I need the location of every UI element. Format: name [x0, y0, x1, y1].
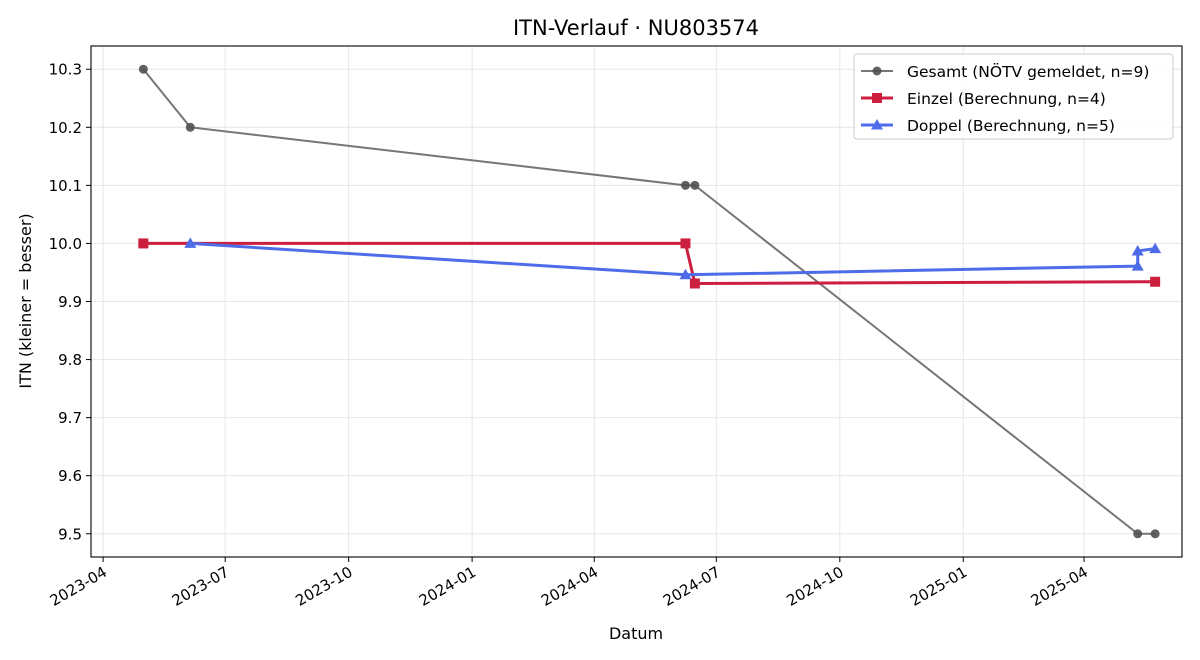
data-point-doppel	[679, 268, 692, 280]
y-tick-label: 9.6	[58, 467, 82, 485]
y-tick-label: 9.9	[58, 293, 82, 311]
legend-label-gesamt: Gesamt (NÖTV gemeldet, n=9)	[907, 62, 1149, 81]
data-point-einzel	[1150, 276, 1161, 287]
legend-box	[853, 53, 1174, 140]
data-point-gesamt	[138, 64, 148, 74]
legend-label-doppel: Doppel (Berechnung, n=5)	[907, 117, 1115, 135]
legend-label-einzel: Einzel (Berechnung, n=4)	[907, 90, 1106, 108]
y-tick-label: 9.8	[58, 351, 82, 369]
y-tick-label: 9.5	[58, 525, 82, 543]
data-point-gesamt	[185, 122, 195, 132]
data-point-doppel	[184, 237, 197, 248]
data-point-gesamt	[1133, 529, 1143, 539]
y-tick-label: 10.0	[49, 235, 82, 253]
legend-marker-doppel	[871, 119, 883, 130]
data-point-gesamt	[680, 180, 690, 190]
data-point-doppel	[1131, 244, 1144, 256]
series-doppel	[184, 237, 1162, 280]
x-axis-label: Datum	[609, 624, 663, 643]
y-tick-label: 10.1	[49, 177, 82, 195]
legend: Gesamt (NÖTV gemeldet, n=9) Einzel (Berec…	[853, 53, 1174, 140]
data-point-einzel	[138, 238, 149, 249]
series-gesamt	[138, 64, 1160, 539]
data-point-einzel	[689, 278, 700, 289]
data-point-einzel	[680, 238, 691, 249]
y-tick-label: 9.7	[58, 409, 82, 427]
chart-title: ITN-Verlauf · NU803574	[513, 16, 759, 40]
data-point-doppel	[1131, 260, 1144, 271]
y-axis: 9.5 9.6 9.7 9.8 9.9 10.0 10.1 10.2 10.3	[49, 61, 91, 543]
y-tick-label: 10.3	[49, 61, 82, 79]
data-point-doppel	[1149, 242, 1162, 254]
legend-marker-einzel	[872, 93, 882, 103]
y-tick-label: 10.2	[49, 119, 82, 137]
series-line-einzel	[143, 241, 1156, 285]
series-layer	[138, 64, 1162, 539]
data-point-gesamt	[690, 180, 700, 190]
legend-marker-gesamt	[872, 66, 882, 76]
series-einzel	[138, 238, 1161, 289]
y-axis-label: ITN (kleiner = besser)	[16, 213, 35, 388]
data-point-gesamt	[1150, 529, 1160, 539]
